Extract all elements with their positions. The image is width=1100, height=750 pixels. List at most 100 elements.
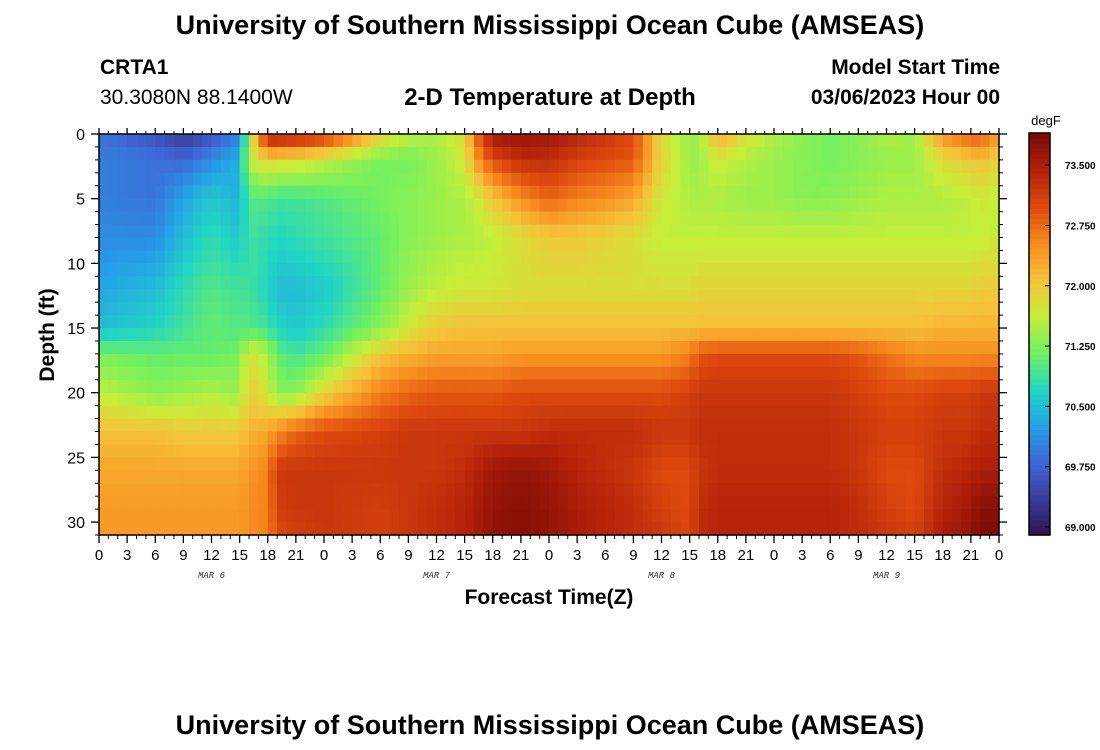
heatmap-cell: [155, 379, 166, 394]
heatmap-cell: [99, 379, 109, 394]
heatmap-cell: [699, 172, 709, 187]
heatmap-cell: [399, 444, 409, 458]
heatmap-cell: [99, 392, 109, 407]
heatmap-cell: [333, 353, 344, 368]
heatmap-cell: [389, 483, 400, 497]
heatmap-cell: [286, 444, 297, 458]
heatmap-cell: [389, 509, 400, 523]
heatmap-cell: [970, 237, 981, 252]
heatmap-cell: [708, 470, 719, 484]
heatmap-cell: [492, 483, 503, 497]
heatmap-cell: [858, 457, 869, 471]
heatmap-cell: [127, 172, 138, 187]
heatmap-cell: [689, 366, 700, 381]
heatmap-cell: [980, 444, 991, 458]
heatmap-cell: [249, 134, 259, 148]
heatmap-cell: [952, 509, 963, 523]
heatmap-cell: [211, 276, 222, 290]
heatmap-cell: [905, 328, 916, 342]
heatmap-cell: [342, 159, 353, 174]
heatmap-cell: [755, 159, 766, 174]
heatmap-cell: [108, 224, 119, 239]
heatmap-cell: [183, 431, 194, 446]
heatmap-cell: [136, 302, 147, 316]
heatmap-cell: [239, 289, 250, 303]
heatmap-cell: [361, 302, 372, 316]
heatmap-cell: [342, 340, 353, 355]
heatmap-cell: [314, 353, 325, 368]
heatmap-cell: [642, 470, 653, 484]
heatmap-cell: [286, 263, 297, 277]
heatmap-cell: [164, 134, 175, 148]
heatmap-cell: [249, 263, 259, 277]
heatmap-cell: [764, 134, 775, 148]
heatmap-cell: [464, 431, 475, 446]
heatmap-cell: [952, 263, 963, 277]
heatmap-cell: [342, 289, 353, 303]
heatmap-cell: [661, 315, 672, 329]
heatmap-cell: [314, 379, 325, 394]
heatmap-cell: [802, 379, 813, 394]
heatmap-cell: [549, 263, 559, 277]
heatmap-cell: [164, 353, 175, 368]
heatmap-cell: [577, 366, 588, 381]
x-tick-label: 15: [681, 547, 698, 564]
heatmap-cell: [549, 302, 559, 316]
heatmap-cell: [961, 302, 972, 316]
heatmap-cell: [642, 237, 653, 252]
heatmap-cell: [408, 405, 419, 420]
heatmap-cell: [436, 172, 447, 187]
heatmap-cell: [474, 237, 484, 252]
heatmap-cell: [605, 211, 616, 226]
heatmap-cell: [624, 418, 634, 433]
heatmap-cell: [839, 340, 850, 355]
heatmap-cell: [764, 509, 775, 523]
heatmap-cell: [567, 431, 578, 446]
heatmap-cell: [942, 340, 953, 355]
heatmap-cell: [970, 457, 981, 471]
heatmap-cell: [567, 289, 578, 303]
heatmap-cell: [699, 250, 709, 264]
heatmap-cell: [914, 211, 925, 226]
heatmap-cell: [136, 392, 147, 407]
x-tick-label: 9: [404, 547, 412, 564]
heatmap-cell: [230, 172, 241, 187]
heatmap-cell: [567, 185, 578, 200]
heatmap-cell: [858, 366, 869, 381]
heatmap-cell: [417, 392, 428, 407]
heatmap-cell: [952, 198, 963, 213]
heatmap-cell: [445, 198, 456, 213]
heatmap-cell: [755, 431, 766, 446]
heatmap-cell: [352, 159, 363, 174]
heatmap-cell: [745, 483, 756, 497]
heatmap-cell: [427, 366, 438, 381]
heatmap-cell: [877, 198, 888, 213]
heatmap-cell: [314, 470, 325, 484]
heatmap-cell: [445, 211, 456, 226]
heatmap-cell: [670, 444, 681, 458]
heatmap-cell: [455, 198, 466, 213]
heatmap-cell: [445, 353, 456, 368]
heatmap-cell: [511, 198, 522, 213]
heatmap-cell: [286, 405, 297, 420]
heatmap-cell: [867, 470, 878, 484]
heatmap-cell: [530, 315, 541, 329]
heatmap-cell: [239, 431, 250, 446]
heatmap-cell: [267, 328, 278, 342]
heatmap-cell: [933, 185, 944, 200]
heatmap-cell: [483, 263, 494, 277]
heatmap-cell: [267, 483, 278, 497]
heatmap-cell: [774, 276, 784, 290]
heatmap-cell: [970, 509, 981, 523]
heatmap-cell: [492, 185, 503, 200]
heatmap-cell: [361, 146, 372, 161]
colorbar-segment: [1029, 524, 1050, 531]
heatmap-cell: [436, 522, 447, 536]
heatmap-cell: [183, 289, 194, 303]
heatmap-cell: [342, 263, 353, 277]
heatmap-cell: [295, 276, 306, 290]
colorbar-segment: [1029, 223, 1050, 230]
heatmap-cell: [192, 159, 203, 174]
heatmap-cell: [633, 276, 644, 290]
heatmap-cell: [164, 483, 175, 497]
